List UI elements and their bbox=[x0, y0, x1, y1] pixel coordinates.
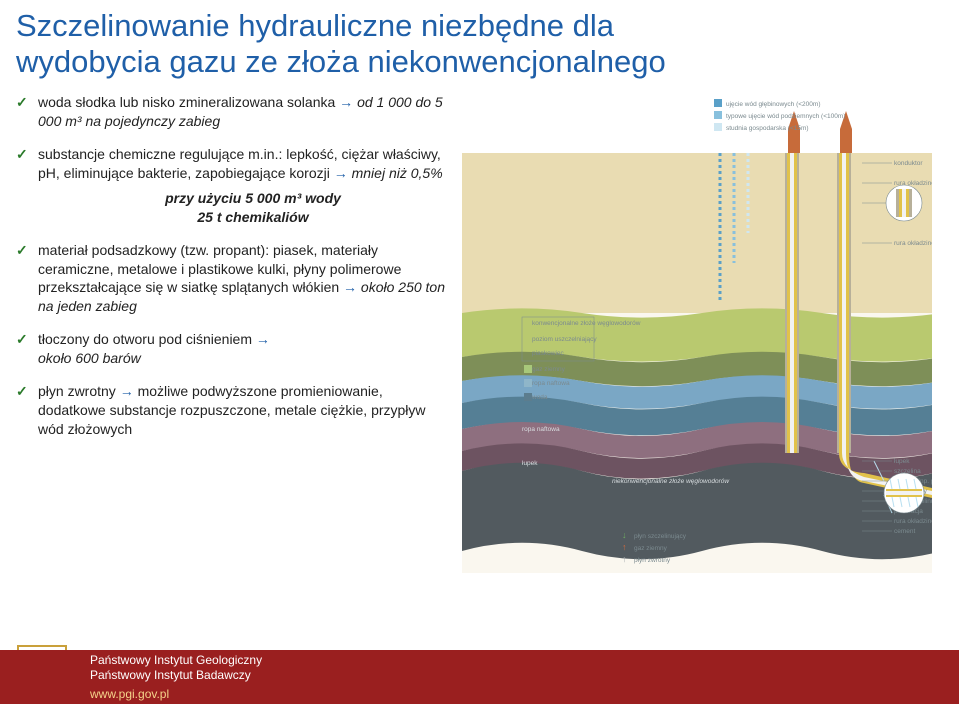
svg-text:woda: woda bbox=[531, 394, 548, 401]
svg-text:ropa naftowa: ropa naftowa bbox=[522, 426, 560, 433]
bullet-2-sub-line1: przy użyciu 5 000 m³ wody bbox=[165, 190, 341, 206]
svg-text:konduktor: konduktor bbox=[894, 160, 923, 167]
bullet-2-sub: przy użyciu 5 000 m³ wody 25 t chemikali… bbox=[60, 189, 446, 227]
bullet-column: woda słodka lub nisko zmineralizowana so… bbox=[16, 93, 446, 573]
svg-text:↓: ↓ bbox=[622, 530, 627, 540]
svg-text:gaz ziemny: gaz ziemny bbox=[634, 545, 668, 552]
bullet-2: substancje chemiczne regulujące m.in.: l… bbox=[16, 145, 446, 227]
svg-text:poziom uszczelniający: poziom uszczelniający bbox=[532, 336, 597, 343]
footer-text: Państwowy Instytut Geologiczny Państwowy… bbox=[90, 653, 262, 702]
svg-text:typowe ujęcie wód podziemnych: typowe ujęcie wód podziemnych (<100m) bbox=[726, 113, 845, 120]
bullet-3: materiał podsadzkowy (tzw. propant): pia… bbox=[16, 241, 446, 317]
svg-text:gaz ziemny: gaz ziemny bbox=[532, 366, 566, 373]
svg-text:↑: ↑ bbox=[622, 554, 627, 564]
bullet-2-sub-line2: 25 t chemikaliów bbox=[197, 209, 308, 225]
bullet-5-text-a: płyn zwrotny bbox=[38, 383, 120, 399]
svg-text:ropa naftowa: ropa naftowa bbox=[532, 380, 570, 387]
main-row: woda słodka lub nisko zmineralizowana so… bbox=[0, 93, 959, 573]
svg-text:niekonwencjonalne złoże węglow: niekonwencjonalne złoże węglowodorów bbox=[612, 478, 730, 485]
diagram-svg: ujęcie wód głębinowych (<200m) typowe uję… bbox=[462, 93, 932, 573]
page-title: Szczelinowanie hydrauliczne niezbędne dl… bbox=[0, 0, 959, 93]
bullet-1: woda słodka lub nisko zmineralizowana so… bbox=[16, 93, 446, 131]
svg-text:↑: ↑ bbox=[622, 542, 627, 552]
svg-text:konwencjonalne złoże węglowodo: konwencjonalne złoże węglowodorów bbox=[532, 320, 641, 327]
footer-url: www.pgi.gov.pl bbox=[90, 687, 262, 702]
bullet-5: płyn zwrotny → możliwe podwyższone promi… bbox=[16, 382, 446, 439]
title-line2: wydobycia gazu ze złoża niekonwencjonaln… bbox=[16, 44, 666, 79]
footer-line1: Państwowy Instytut Geologiczny bbox=[90, 653, 262, 668]
svg-text:rura okładzinowa: rura okładzinowa bbox=[894, 240, 932, 247]
svg-text:piaskowiec: piaskowiec bbox=[532, 350, 565, 357]
svg-text:płyn zwrotny: płyn zwrotny bbox=[634, 557, 671, 564]
footer-line2: Państwowy Instytut Badawczy bbox=[90, 668, 262, 683]
svg-text:cement: cement bbox=[894, 528, 916, 535]
bullet-4-text-a: tłoczony do otworu pod ciśnieniem bbox=[38, 331, 256, 347]
footer-bar: Państwowy Instytut Geologiczny Państwowy… bbox=[0, 650, 959, 704]
svg-text:łupek: łupek bbox=[522, 460, 538, 467]
bullet-list: woda słodka lub nisko zmineralizowana so… bbox=[16, 93, 446, 438]
svg-text:studnia gospodarska (<15m): studnia gospodarska (<15m) bbox=[726, 125, 809, 132]
bullet-1-text-a: woda słodka lub nisko zmineralizowana so… bbox=[38, 94, 339, 110]
bullet-4-text-b: około 600 barów bbox=[38, 350, 141, 366]
title-line1: Szczelinowanie hydrauliczne niezbędne dl… bbox=[16, 8, 614, 43]
geology-diagram: ujęcie wód głębinowych (<200m) typowe uję… bbox=[462, 93, 932, 573]
arrow-icon: → bbox=[343, 279, 357, 295]
arrow-icon: → bbox=[120, 383, 134, 399]
svg-text:rura okładzinowa: rura okładzinowa bbox=[894, 518, 932, 525]
bullet-4: tłoczony do otworu pod ciśnieniem → okoł… bbox=[16, 330, 446, 368]
bullet-2-text-b: mniej niż 0,5% bbox=[352, 165, 443, 181]
arrow-icon: → bbox=[339, 94, 353, 110]
svg-text:łupek: łupek bbox=[894, 458, 910, 465]
arrow-icon: → bbox=[256, 331, 270, 347]
svg-text:ujęcie wód głębinowych (<200m): ujęcie wód głębinowych (<200m) bbox=[726, 101, 820, 108]
svg-text:płyn szczelinujący: płyn szczelinujący bbox=[634, 533, 687, 540]
arrow-icon: → bbox=[334, 165, 348, 181]
